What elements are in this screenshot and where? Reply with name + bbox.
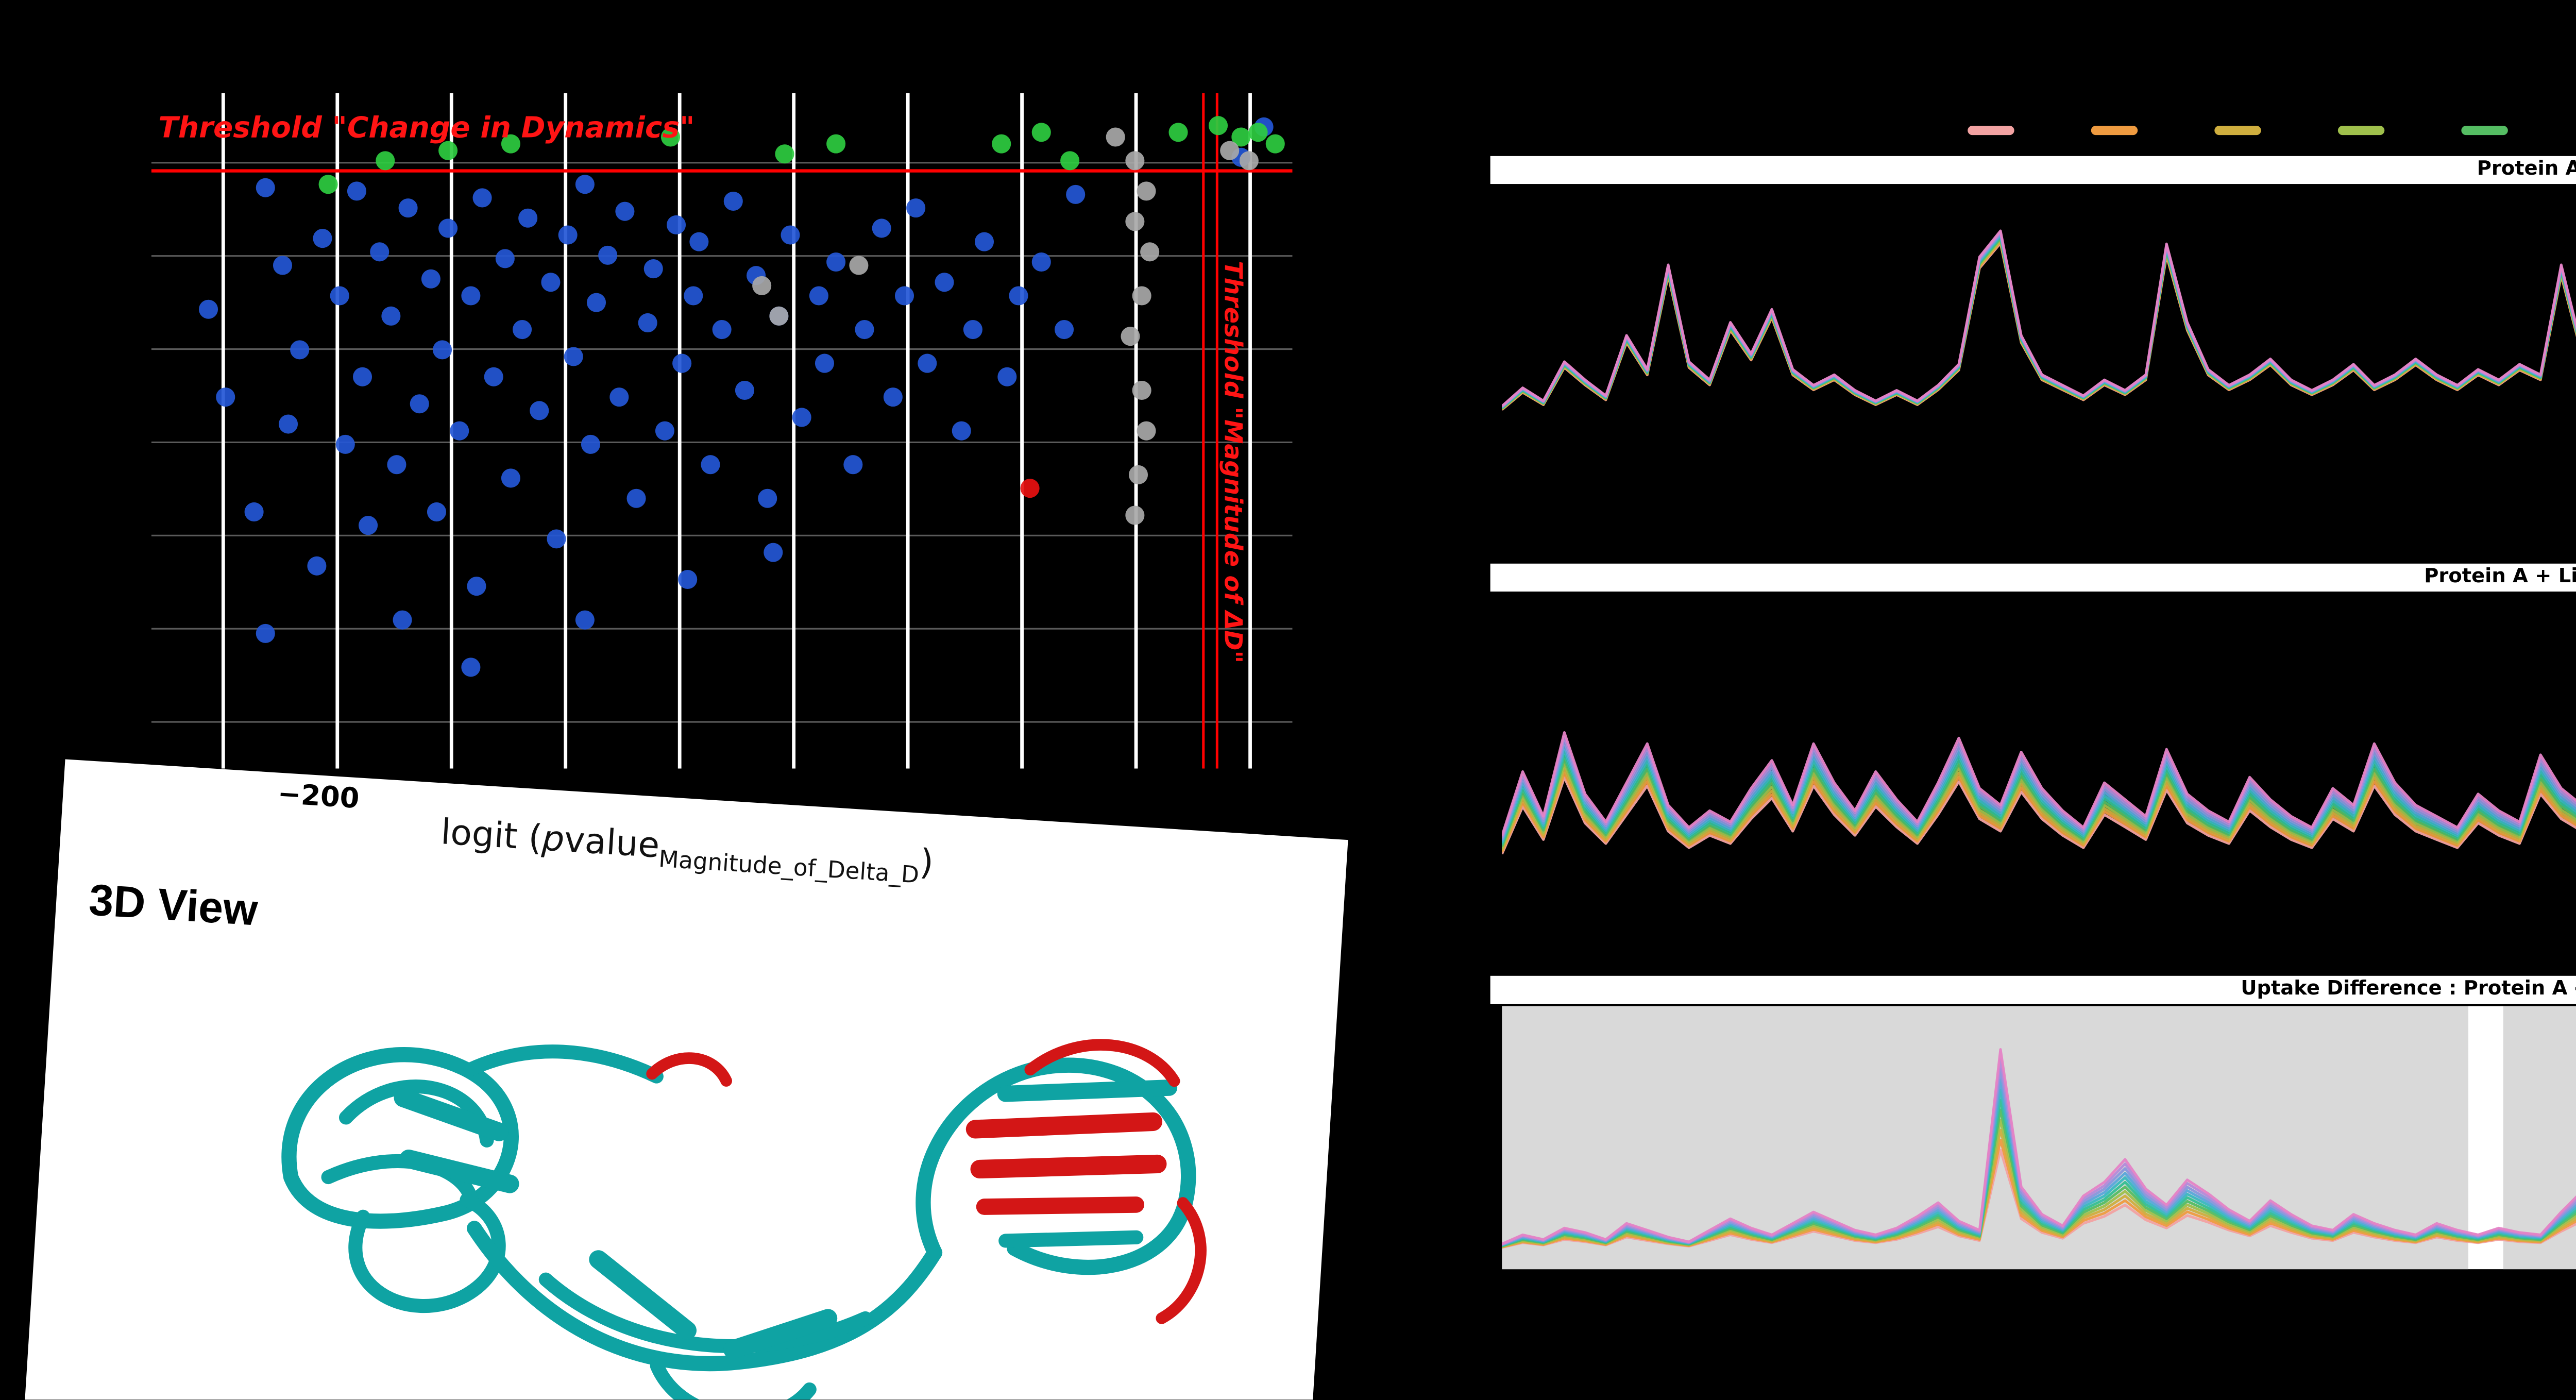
panel-title-uptake-difference: Uptake Difference : Protein A - (Protein… — [1490, 975, 2576, 1004]
panel-title-protein-a: Protein A — [1490, 156, 2576, 184]
volcano-scatter-chart[interactable] — [151, 93, 1293, 769]
x-axis-title: logit (pvalueMagnitude_of_Delta_D) — [439, 811, 935, 890]
legend-swatch[interactable] — [1968, 125, 2014, 136]
panel-title-text: Protein A + Ligand — [2424, 566, 2576, 589]
legend-swatch[interactable] — [2337, 125, 2385, 136]
uptake-chart-protein-a[interactable] — [1502, 189, 2576, 552]
timepoint-legend — [1968, 121, 2576, 140]
threshold-magnitude-label: Threshold "Magnitude of ΔD" — [1217, 261, 1246, 664]
3d-view-card: −200 logit (pvalueMagnitude_of_Delta_D) … — [23, 759, 1348, 1400]
legend-swatch[interactable] — [2091, 125, 2138, 136]
x-axis-tick-label: −200 — [277, 777, 361, 815]
volcano-plot-panel — [151, 93, 1293, 769]
protein-ribbon[interactable] — [187, 951, 1239, 1400]
legend-swatch[interactable] — [2214, 125, 2261, 136]
legend-swatch[interactable] — [2461, 125, 2508, 136]
panel-title-protein-a-ligand: Protein A + Ligand — [1490, 563, 2576, 592]
panel-title-text: Protein A — [2477, 158, 2576, 182]
uptake-difference-chart[interactable] — [1502, 1006, 2576, 1270]
panel-title-text: Uptake Difference : Protein A - (Protein… — [2241, 978, 2576, 1002]
axis-subscript: Magnitude_of_Delta_D — [657, 848, 920, 890]
uptake-chart-protein-a-ligand[interactable] — [1502, 596, 2576, 973]
3d-view-title: 3D View — [87, 877, 259, 937]
threshold-dynamics-label: Threshold "Change in Dynamics" — [158, 109, 695, 145]
